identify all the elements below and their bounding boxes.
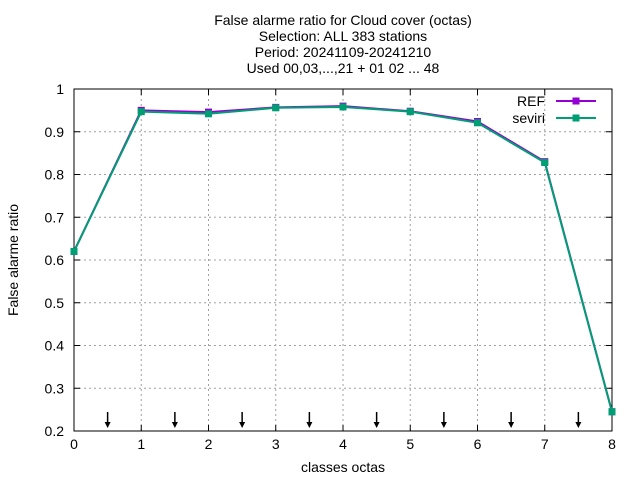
x-tick-label: 6 bbox=[474, 436, 482, 452]
data-point bbox=[272, 104, 280, 112]
y-axis-label: False alarme ratio bbox=[5, 204, 21, 316]
data-point bbox=[406, 108, 414, 116]
boundary-arrow bbox=[440, 412, 447, 428]
x-axis-ticks: 0 1 2 3 4 5 6 7 8 bbox=[70, 89, 616, 452]
chart-title: False alarme ratio for Cloud cover (octa… bbox=[214, 12, 472, 76]
title-line: Used 00,03,...,21 + 01 02 ... 48 bbox=[247, 60, 440, 76]
y-tick-label: 0.6 bbox=[45, 252, 65, 268]
arrow-head bbox=[575, 422, 582, 428]
boundary-arrow bbox=[508, 412, 515, 428]
x-tick-label: 3 bbox=[272, 436, 280, 452]
x-tick-label: 0 bbox=[70, 436, 78, 452]
y-tick-label: 0.5 bbox=[45, 295, 65, 311]
arrow-head bbox=[239, 422, 246, 428]
y-tick-label: 0.8 bbox=[45, 167, 65, 183]
title-line: Selection: ALL 383 stations bbox=[259, 28, 427, 44]
series bbox=[70, 102, 616, 416]
data-point bbox=[339, 103, 347, 111]
arrow-head bbox=[306, 422, 313, 428]
arrow-head bbox=[440, 422, 447, 428]
title-line: False alarme ratio for Cloud cover (octa… bbox=[214, 12, 472, 28]
arrow-head bbox=[508, 422, 515, 428]
grid bbox=[74, 89, 612, 431]
x-tick-label: 5 bbox=[406, 436, 414, 452]
x-tick-label: 2 bbox=[205, 436, 213, 452]
boundary-arrow bbox=[575, 412, 582, 428]
boundary-arrow bbox=[239, 412, 246, 428]
boundary-arrow bbox=[104, 412, 111, 428]
data-point bbox=[137, 108, 145, 116]
data-point bbox=[474, 119, 481, 127]
y-tick-label: 0.4 bbox=[45, 338, 65, 354]
series-seviri bbox=[70, 103, 616, 416]
y-tick-label: 0.3 bbox=[45, 380, 65, 396]
arrow-head bbox=[171, 422, 178, 428]
y-tick-label: 0.9 bbox=[45, 124, 65, 140]
y-tick-label: 0.7 bbox=[45, 209, 65, 225]
legend-swatch-marker bbox=[572, 114, 580, 122]
boundary-arrow bbox=[373, 412, 380, 428]
boundary-arrow bbox=[306, 412, 313, 428]
x-tick-label: 4 bbox=[339, 436, 347, 452]
title-line: Period: 20241109-20241210 bbox=[255, 44, 432, 60]
x-tick-label: 8 bbox=[608, 436, 616, 452]
y-axis-ticks: 0.2 0.3 0.4 0.5 0.6 0.7 0.8 0.9 1 bbox=[45, 81, 612, 439]
arrow-head bbox=[104, 422, 111, 428]
boundary-arrow bbox=[171, 412, 178, 428]
x-tick-label: 1 bbox=[137, 436, 145, 452]
data-point bbox=[205, 110, 212, 118]
legend-label: seviri bbox=[512, 110, 545, 126]
data-point bbox=[541, 159, 549, 167]
x-tick-label: 7 bbox=[541, 436, 549, 452]
legend-label: REF bbox=[517, 93, 545, 109]
y-tick-label: 0.2 bbox=[45, 423, 65, 439]
x-axis-label: classes octas bbox=[301, 459, 385, 475]
y-tick-label: 1 bbox=[56, 81, 64, 97]
arrow-head bbox=[373, 422, 380, 428]
class-boundary-arrows bbox=[104, 412, 582, 428]
data-point bbox=[70, 247, 78, 255]
legend-swatch-marker bbox=[572, 97, 580, 105]
data-point bbox=[608, 408, 616, 416]
